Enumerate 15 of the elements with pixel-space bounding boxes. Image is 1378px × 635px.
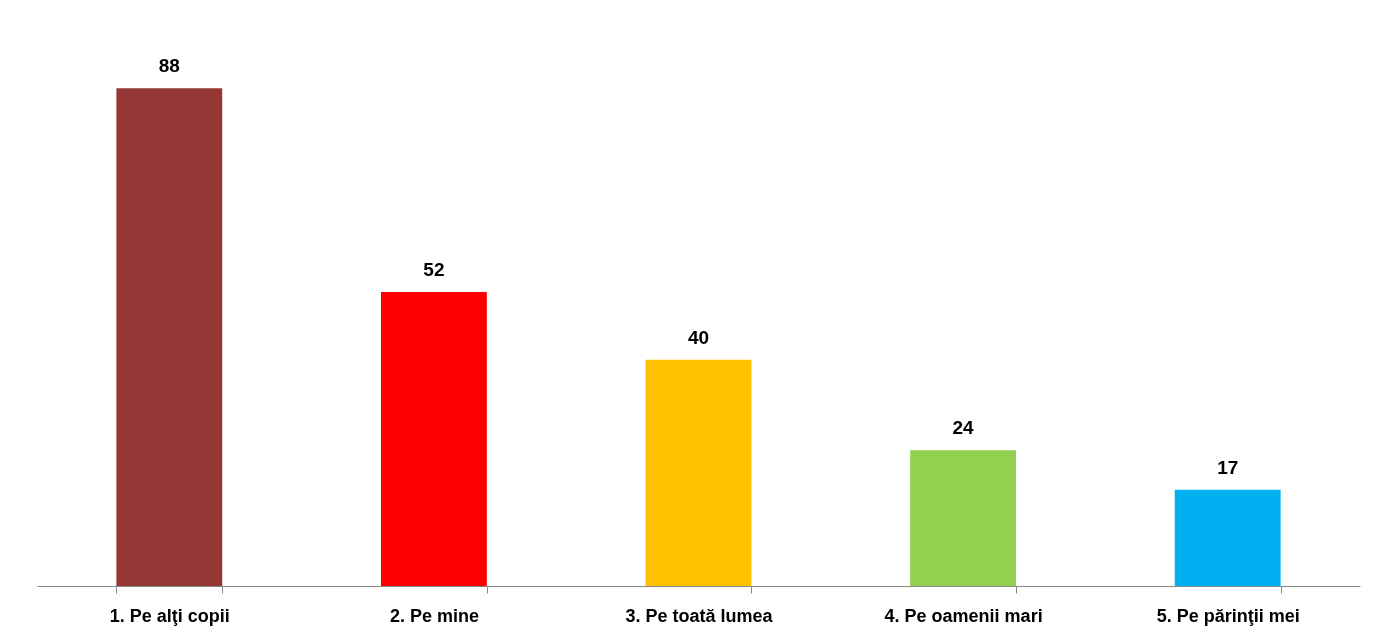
data-label: 40	[687, 326, 710, 348]
data-label: 24	[952, 417, 975, 439]
x-tick-label: 3. Pe toată lumea	[625, 605, 774, 626]
data-label: 17	[1217, 456, 1239, 478]
bar	[645, 359, 752, 586]
data-label: 88	[158, 55, 180, 77]
x-tick-label: 2. Pe mine	[389, 605, 479, 626]
bar	[116, 88, 223, 586]
x-tick-label: 5. Pe părinţii mei	[1156, 605, 1300, 626]
bar	[910, 450, 1017, 586]
bar	[380, 291, 487, 586]
x-tick-label: 1. Pe alţi copii	[109, 605, 230, 626]
x-tick-label: 4. Pe oamenii mari	[884, 605, 1043, 626]
bar	[1174, 489, 1281, 586]
data-label: 52	[423, 258, 445, 280]
